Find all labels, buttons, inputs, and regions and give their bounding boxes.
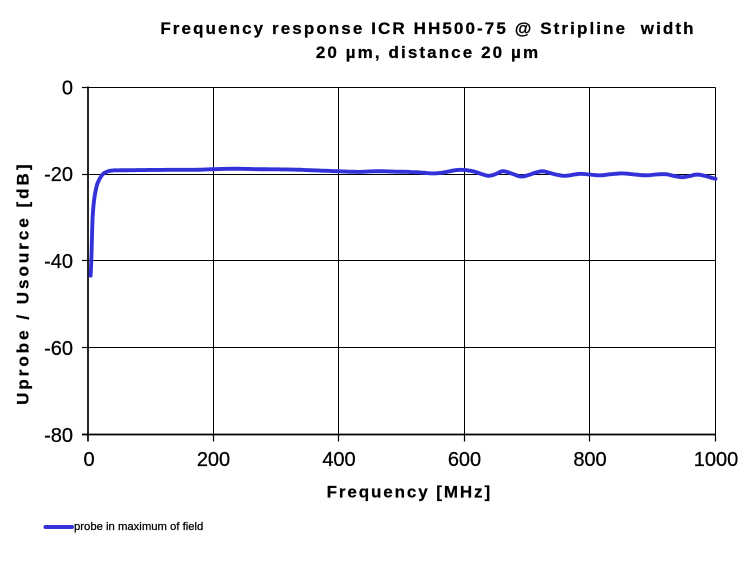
svg-text:-40: -40	[44, 251, 73, 273]
svg-text:20 µm, distance 20 µm: 20 µm, distance 20 µm	[316, 43, 540, 62]
svg-text:0: 0	[62, 77, 73, 99]
svg-text:400: 400	[322, 449, 355, 471]
svg-text:800: 800	[573, 449, 606, 471]
svg-text:Frequency response ICR HH500-7: Frequency response ICR HH500-75 @ Stripl…	[160, 19, 695, 38]
svg-text:600: 600	[448, 449, 481, 471]
svg-text:0: 0	[83, 449, 94, 471]
svg-text:-20: -20	[44, 164, 73, 186]
svg-text:Uprobe / Usource [dB]: Uprobe / Usource [dB]	[13, 161, 32, 404]
svg-text:probe in maximum of field: probe in maximum of field	[74, 521, 203, 533]
svg-text:1000: 1000	[694, 449, 739, 471]
svg-text:-60: -60	[44, 338, 73, 360]
svg-text:-80: -80	[44, 425, 73, 447]
svg-text:200: 200	[197, 449, 230, 471]
svg-text:Frequency [MHz]: Frequency [MHz]	[327, 482, 492, 501]
